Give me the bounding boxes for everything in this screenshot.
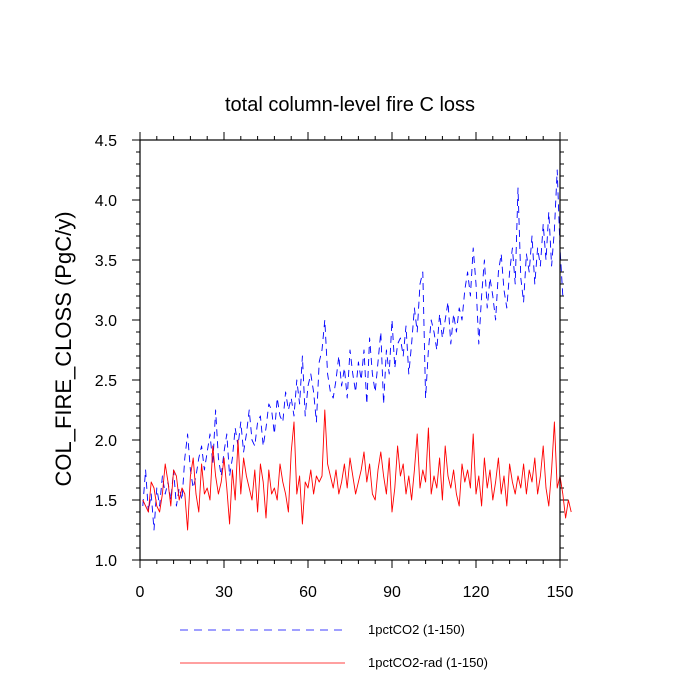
plot-series — [142, 169, 572, 531]
y-tick-label: 3.5 — [95, 253, 117, 270]
y-tick-label: 2.5 — [95, 373, 117, 390]
y-tick-label: 3.0 — [95, 313, 117, 330]
legend-label-1pctco2-rad: 1pctCO2-rad (1-150) — [368, 655, 488, 670]
plot-frame — [139, 139, 561, 561]
series-line-1pctco2 — [142, 169, 564, 531]
y-tick-label: 4.0 — [95, 193, 117, 210]
y-tick-label: 1.0 — [95, 553, 117, 570]
legend: 1pctCO2 (1-150) 1pctCO2-rad (1-150) — [180, 622, 488, 670]
y-axis-label: COL_FIRE_CLOSS (PgC/y) — [51, 211, 76, 486]
series-line-1pctco2-rad — [142, 409, 572, 531]
x-tick-label: 120 — [463, 584, 490, 601]
chart-title: total column-level fire C loss — [225, 94, 475, 116]
legend-label-1pctco2: 1pctCO2 (1-150) — [368, 622, 465, 637]
y-tick-label: 1.5 — [95, 493, 117, 510]
x-tick-label: 60 — [299, 584, 317, 601]
y-tick-label: 4.5 — [95, 133, 117, 150]
axis-ticks — [132, 132, 568, 568]
axis-tick-labels: 0 30 60 90 120 150 1.0 1.5 2.0 2.5 3.0 3.5 4.0 4.5 — [95, 133, 574, 601]
x-tick-label: 150 — [547, 584, 574, 601]
x-tick-label: 90 — [383, 584, 401, 601]
x-tick-label: 0 — [136, 584, 145, 601]
x-tick-label: 30 — [215, 584, 233, 601]
y-tick-label: 2.0 — [95, 433, 117, 450]
